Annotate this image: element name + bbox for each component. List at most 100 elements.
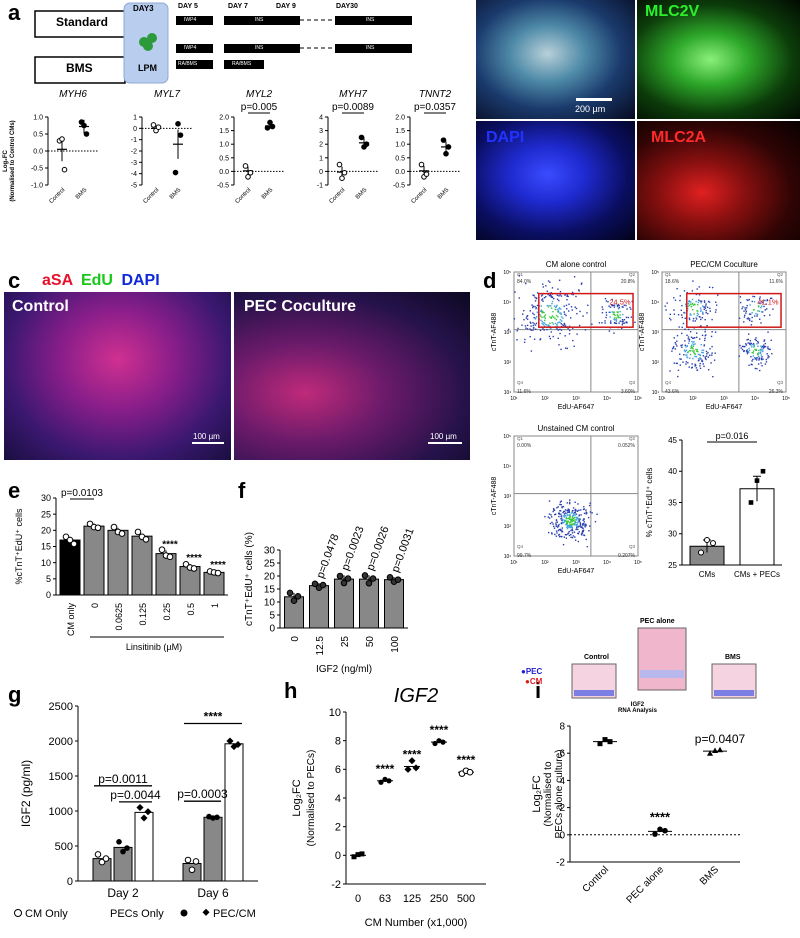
event-dot (566, 522, 568, 524)
sig-stars: **** (650, 809, 671, 824)
x-tick-label: Control (410, 187, 428, 205)
quadrant-value: 0.207% (618, 553, 636, 559)
event-dot (694, 353, 697, 355)
quadrant-name: Q1 (665, 272, 672, 277)
event-dot (567, 520, 569, 522)
quadrant-name: Q1 (517, 272, 524, 277)
event-dot (613, 304, 616, 306)
data-point (432, 740, 438, 747)
event-dot (570, 518, 573, 520)
y-tick-label: 0.5 (219, 155, 229, 162)
event-dot (571, 510, 574, 512)
event-dot (548, 294, 551, 297)
std-seg-2: INS (255, 17, 264, 23)
event-dot (759, 349, 762, 351)
event-dot (565, 512, 567, 514)
x-axis-label: EdU-AF647 (558, 568, 595, 575)
event-dot (589, 502, 591, 504)
event-dot (688, 338, 691, 341)
event-dot (693, 341, 695, 343)
event-dot (705, 358, 707, 361)
x-tick-label: 125 (403, 893, 421, 905)
event-dot (613, 317, 616, 319)
event-dot (587, 304, 589, 307)
event-dot (621, 327, 623, 330)
event-dot (702, 351, 704, 354)
event-dot (601, 311, 604, 314)
y-axis-label: Log₂FC (291, 779, 303, 816)
event-dot (755, 359, 758, 361)
event-dot (532, 306, 534, 309)
x-tick-label: 10⁵ (634, 560, 642, 566)
event-dot (695, 318, 698, 320)
x-tick-label: 10¹ (510, 560, 518, 566)
gate-box (686, 292, 782, 328)
event-dot (564, 509, 567, 511)
event-dot (564, 294, 566, 296)
y-tick-label: 10⁵ (651, 270, 659, 276)
data-point (116, 839, 122, 845)
y-tick-label: 10² (652, 360, 660, 366)
event-dot (615, 320, 618, 323)
x-axis-label: EdU-AF647 (558, 404, 595, 411)
event-dot (575, 524, 577, 526)
event-dot (704, 330, 706, 333)
event-dot (685, 363, 687, 365)
event-dot (558, 533, 561, 536)
event-dot (693, 350, 695, 352)
sig-stars: **** (430, 723, 449, 737)
data-point (190, 565, 198, 572)
event-dot (585, 513, 588, 515)
event-dot (554, 513, 556, 516)
event-dot (752, 342, 755, 345)
event-dot (756, 313, 759, 316)
event-dot (560, 500, 563, 502)
event-dot (752, 352, 754, 354)
event-dot (558, 515, 560, 518)
sig-stars: **** (210, 560, 226, 571)
event-dot (561, 529, 563, 531)
y-axis-label: cTnT-AF488 (491, 477, 498, 516)
data-point (226, 737, 234, 745)
data-point (290, 597, 298, 604)
data-point (245, 174, 251, 180)
event-dot (613, 313, 615, 315)
event-dot (574, 520, 576, 523)
event-dot (550, 295, 552, 297)
event-dot (700, 358, 702, 360)
quadrant-name: Q3 (629, 380, 636, 385)
event-dot (532, 294, 534, 296)
event-dot (752, 358, 754, 361)
data-point (264, 125, 271, 131)
event-dot (755, 349, 757, 351)
data-point (188, 866, 196, 874)
y-tick-label: 10² (504, 524, 512, 530)
bar (224, 743, 244, 882)
day7-label: DAY 7 (228, 3, 248, 10)
event-dot (749, 340, 752, 342)
x-tick-label: 25 (340, 636, 351, 648)
sig-label: p=0.0407 (695, 732, 746, 746)
chart-igf2-dose: 0 5 10 15 20 25 30 cTnT⁺EdU⁺ cells (%) 0 12.5 p=0.… (244, 525, 417, 675)
event-dot (573, 524, 575, 526)
event-dot (687, 303, 690, 305)
y-axis-label: IGF2 (pg/ml) (19, 760, 33, 827)
quadrant-name: Q4 (517, 380, 524, 385)
event-dot (699, 367, 702, 370)
flow-title: Unstained CM control (538, 424, 615, 433)
data-point (369, 575, 377, 582)
event-dot (614, 322, 616, 324)
y-tick-label: 4 (319, 114, 323, 121)
event-dot (560, 316, 563, 318)
event-dot (752, 295, 754, 298)
event-dot (530, 325, 532, 327)
data-point (394, 576, 402, 583)
event-dot (608, 305, 610, 307)
event-dot (552, 335, 554, 338)
event-dot (559, 510, 561, 512)
event-dot (688, 366, 690, 368)
event-dot (556, 328, 558, 330)
event-dot (619, 320, 621, 322)
event-dot (532, 312, 534, 314)
x-axis-label: EdU-AF647 (706, 404, 743, 411)
